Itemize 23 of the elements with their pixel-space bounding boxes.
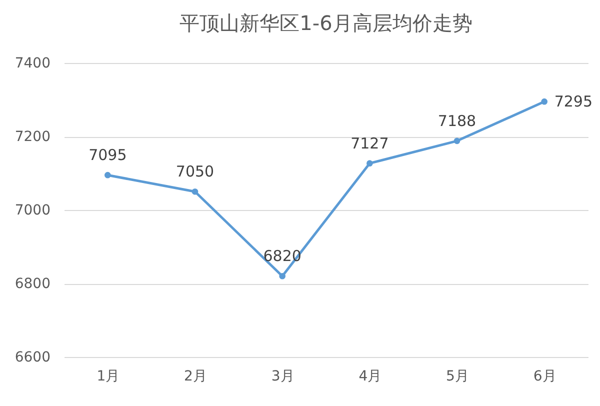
- x-tick-label: 3月: [271, 368, 294, 384]
- y-tick-label: 6800: [14, 276, 50, 292]
- x-tick-label: 5月: [446, 368, 469, 384]
- y-tick-label: 7400: [14, 56, 50, 72]
- data-label: 7127: [350, 134, 389, 152]
- x-tick-label: 6月: [533, 368, 556, 384]
- x-tick-label: 4月: [358, 368, 382, 384]
- y-tick-label: 7200: [14, 129, 50, 145]
- point: [541, 98, 548, 105]
- point: [104, 172, 111, 178]
- data-label: 7050: [176, 162, 214, 181]
- data-label: 7095: [88, 146, 127, 164]
- x-tick-label: 1月: [96, 368, 120, 384]
- chart-title: 平顶山新华区1-6月高层均价走势: [180, 11, 472, 35]
- point: [192, 188, 198, 195]
- y-tick-label: 7000: [14, 202, 50, 218]
- point: [454, 138, 460, 144]
- y-tick-label: 6600: [14, 350, 50, 366]
- data-label: 7188: [438, 112, 476, 130]
- point: [366, 160, 373, 166]
- x-tick-label: 2月: [184, 368, 207, 384]
- point: [279, 272, 286, 280]
- data-label: 7295: [554, 92, 593, 111]
